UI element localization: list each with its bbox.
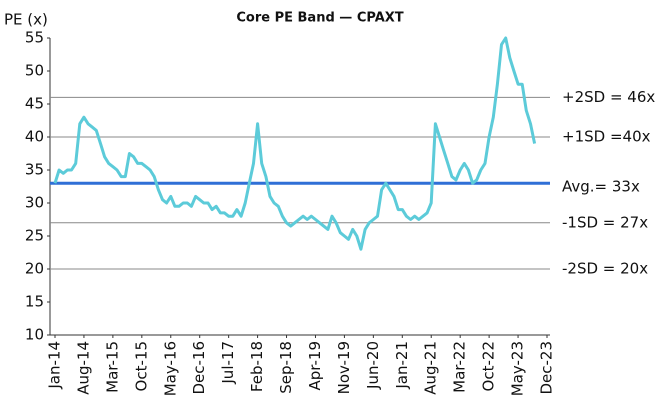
- x-tick-label: Jan-21: [393, 341, 411, 390]
- y-tick-label: 40: [25, 128, 44, 146]
- band-label: Avg.= 33x: [562, 178, 640, 196]
- y-tick-label: 35: [25, 161, 44, 179]
- x-tick-label: Oct-22: [480, 341, 498, 391]
- x-tick-label: May-23: [509, 341, 527, 396]
- y-tick-label: 30: [25, 194, 44, 212]
- y-tick-label: 45: [25, 95, 44, 113]
- x-tick-label: Aug-14: [74, 341, 92, 395]
- x-tick-label: Aug-21: [422, 341, 440, 395]
- y-tick-label: 50: [25, 62, 44, 80]
- x-tick-label: Dec-23: [538, 341, 556, 395]
- y-tick-label: 10: [25, 326, 44, 344]
- x-tick-label: Jun-20: [364, 341, 382, 390]
- y-axis-label: PE (x): [4, 11, 48, 29]
- x-tick-label: Nov-19: [335, 341, 353, 394]
- x-tick-label: Mar-22: [451, 341, 469, 393]
- y-tick-label: 20: [25, 260, 44, 278]
- chart-title: Core PE Band — CPAXT: [236, 11, 403, 26]
- x-tick-label: Jul-17: [219, 341, 237, 385]
- band-label: +2SD = 46x: [562, 88, 655, 106]
- x-tick-label: Jan-14: [46, 341, 64, 390]
- x-tick-label: Sep-18: [277, 341, 295, 394]
- y-tick-label: 15: [25, 293, 44, 311]
- x-tick-label: Feb-18: [248, 341, 266, 392]
- y-tick-label: 55: [25, 29, 44, 47]
- x-tick-label: May-16: [161, 341, 179, 396]
- y-tick-label: 25: [25, 227, 44, 245]
- series-line: [53, 36, 537, 251]
- x-tick-label: Dec-16: [190, 341, 208, 395]
- band-label: -1SD = 27x: [562, 213, 648, 231]
- x-tick-label: Oct-15: [132, 341, 150, 391]
- x-tick-label: Apr-19: [306, 341, 324, 391]
- band-label: -2SD = 20x: [562, 260, 648, 278]
- band-label: +1SD =40x: [562, 128, 651, 146]
- x-tick-label: Mar-15: [103, 341, 121, 393]
